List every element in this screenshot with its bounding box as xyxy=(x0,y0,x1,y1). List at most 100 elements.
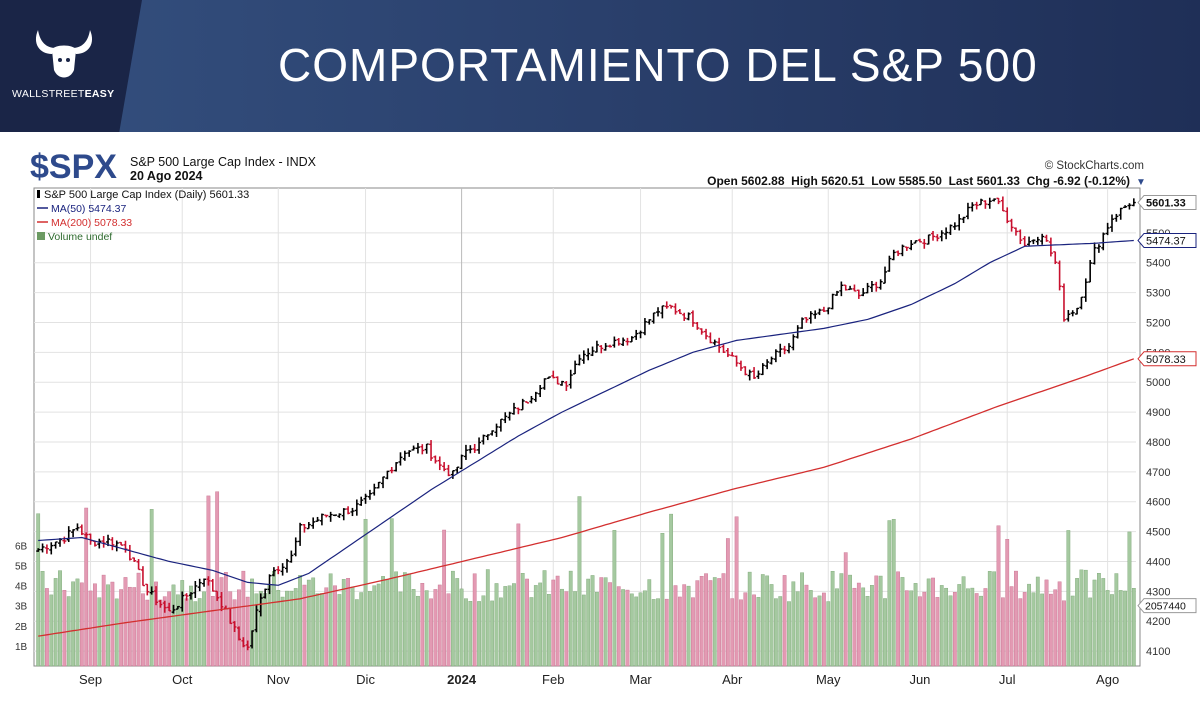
volume-bar xyxy=(376,583,381,667)
ma200-line xyxy=(38,358,1135,637)
volume-bar xyxy=(791,581,796,667)
volume-bar xyxy=(712,577,717,667)
volume-bar xyxy=(75,578,80,667)
price-bar xyxy=(36,548,41,552)
legend-ma200: MA(200) 5078.33 xyxy=(51,217,132,229)
price-bar xyxy=(721,344,726,354)
price-bar xyxy=(568,369,573,389)
volume-bar xyxy=(219,577,224,667)
volume-bar xyxy=(298,575,302,667)
volume-bar xyxy=(446,593,451,667)
volume-bar xyxy=(704,573,708,667)
price-bar xyxy=(883,266,888,284)
volume-bar xyxy=(1092,579,1097,667)
volume-tick-label: 3B xyxy=(15,602,28,613)
volume-bar xyxy=(656,598,660,667)
price-bar xyxy=(197,578,202,592)
price-bar xyxy=(869,281,874,293)
price-bar xyxy=(865,282,870,294)
ohlc-dropdown-icon[interactable]: ▼ xyxy=(1136,177,1146,188)
volume-bar xyxy=(416,595,420,667)
price-bar xyxy=(647,319,652,325)
month-label: May xyxy=(816,672,841,687)
price-bar xyxy=(485,434,490,441)
volume-bar xyxy=(616,586,621,667)
volume-bar xyxy=(660,533,665,667)
price-tick-label: 5400 xyxy=(1146,258,1170,270)
volume-bar xyxy=(455,578,460,667)
volume-value-box xyxy=(1137,598,1197,614)
volume-bars xyxy=(36,491,1136,667)
volume-bar xyxy=(900,577,905,667)
price-bar xyxy=(987,197,992,209)
volume-bar xyxy=(1118,590,1123,667)
volume-bar xyxy=(817,595,822,667)
price-bar xyxy=(1127,203,1132,210)
price-bar xyxy=(533,391,538,402)
volume-bar xyxy=(725,538,730,667)
price-bar xyxy=(1105,222,1110,236)
price-bar xyxy=(407,450,412,457)
price-bar xyxy=(154,586,159,606)
wallstreeteasy-logo: WALLSTREETEASY xyxy=(0,0,142,132)
price-bar xyxy=(346,506,351,515)
month-label: 2024 xyxy=(447,672,477,687)
price-bar xyxy=(145,583,150,596)
volume-tick-label: 6B xyxy=(15,541,28,552)
volume-bar xyxy=(385,578,390,667)
price-bar xyxy=(826,307,831,315)
volume-tick-label: 5B xyxy=(15,561,28,572)
chart-source: © StockCharts.com xyxy=(1045,160,1144,172)
price-bar xyxy=(1092,242,1097,265)
volume-bar xyxy=(381,576,385,667)
volume-bar xyxy=(634,596,639,667)
month-label: Jun xyxy=(909,672,930,687)
volume-bar xyxy=(389,518,394,667)
volume-bar xyxy=(171,584,176,667)
volume-bar xyxy=(433,589,438,667)
price-bar xyxy=(677,309,682,315)
price-bar xyxy=(359,496,364,506)
header-banner: WALLSTREETEASY COMPORTAMIENTO DEL S&P 50… xyxy=(0,0,1200,132)
price-bar xyxy=(97,538,102,549)
price-bar xyxy=(821,306,826,313)
price-bar xyxy=(389,466,394,474)
volume-bar xyxy=(189,585,193,667)
price-bar xyxy=(136,559,141,571)
legend-volume: Volume undef xyxy=(48,231,112,243)
volume-bar xyxy=(141,593,145,667)
volume-bar xyxy=(372,585,377,667)
volume-bar xyxy=(848,574,852,667)
price-bar xyxy=(564,381,569,391)
price-bar xyxy=(917,238,922,243)
volume-bar xyxy=(223,572,228,667)
volume-tick-label: 2B xyxy=(15,622,28,633)
price-bar xyxy=(1053,251,1058,265)
legend-ma50: MA(50) 5474.37 xyxy=(51,203,126,215)
volume-bar xyxy=(629,593,634,667)
volume-bar xyxy=(302,584,307,667)
price-bar xyxy=(904,246,909,251)
price-bar xyxy=(590,346,595,357)
price-bar xyxy=(306,522,311,530)
volume-bar xyxy=(197,598,202,667)
volume-bar xyxy=(1075,578,1079,667)
price-bar xyxy=(324,514,329,518)
price-bar xyxy=(791,334,796,351)
price-bar xyxy=(276,566,281,575)
price-bar xyxy=(878,279,883,290)
price-bar xyxy=(603,343,608,351)
price-bar xyxy=(446,464,451,477)
price-bar xyxy=(525,401,530,404)
volume-bar xyxy=(276,590,281,667)
price-bar xyxy=(594,340,599,353)
volume-bar xyxy=(730,598,735,667)
price-bar xyxy=(66,526,71,543)
price-bar xyxy=(765,359,770,370)
price-bar xyxy=(459,454,464,470)
volume-bar xyxy=(874,575,879,667)
price-bar xyxy=(415,442,420,454)
price-bar xyxy=(245,640,250,651)
price-bar xyxy=(110,537,115,551)
volume-bar xyxy=(337,594,342,667)
